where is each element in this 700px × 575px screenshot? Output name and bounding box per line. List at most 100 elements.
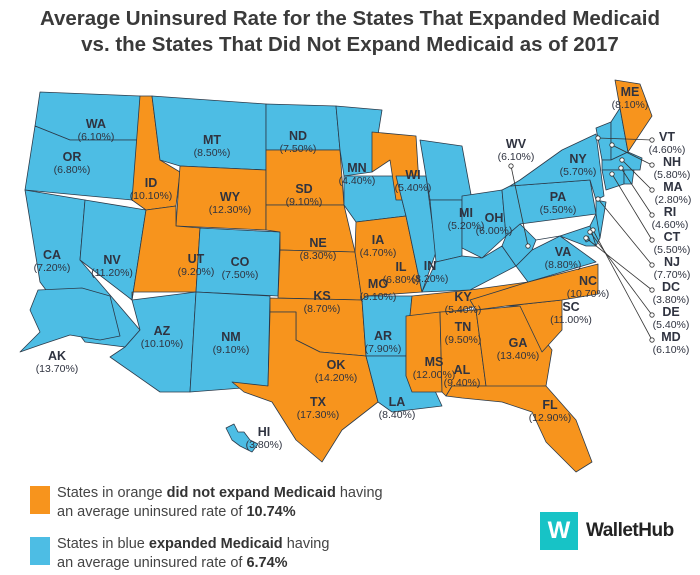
state-label-dc: DC(3.80%) bbox=[653, 280, 690, 306]
state-rate: (10.10%) bbox=[130, 190, 173, 202]
state-abbr: CA bbox=[43, 248, 61, 262]
state-label-or: OR(6.80%) bbox=[54, 150, 91, 176]
state-label-md: MD(6.10%) bbox=[653, 330, 690, 356]
logo-name: WalletHub bbox=[586, 520, 674, 541]
state-abbr: WI bbox=[405, 168, 420, 182]
state-label-pa: PA(5.50%) bbox=[540, 190, 577, 216]
title-line-1: Average Uninsured Rate for the States Th… bbox=[39, 7, 661, 30]
leader-dot bbox=[609, 142, 615, 148]
leader-dot bbox=[649, 262, 655, 268]
leader-dot bbox=[649, 312, 655, 318]
state-abbr: DC bbox=[662, 280, 680, 294]
state-rate: (17.30%) bbox=[297, 409, 340, 421]
legend-not-expanded-text: States in orange did not expand Medicaid… bbox=[57, 485, 383, 520]
state-abbr: DE bbox=[662, 305, 679, 319]
state-rate: (8.50%) bbox=[194, 147, 231, 159]
state-mn bbox=[335, 105, 383, 177]
leader-line-nj bbox=[597, 198, 653, 266]
leader-line-nh bbox=[611, 144, 653, 166]
state-label-wy: WY(12.30%) bbox=[209, 190, 252, 216]
state-label-ri: RI(4.60%) bbox=[652, 205, 689, 231]
state-label-ok: OK(14.20%) bbox=[315, 358, 358, 384]
state-tx bbox=[231, 311, 379, 463]
state-abbr: WA bbox=[86, 117, 106, 131]
state-abbr: LA bbox=[389, 395, 406, 409]
state-label-nm: NM(9.10%) bbox=[213, 330, 250, 356]
leader-line-md bbox=[592, 229, 653, 341]
state-rate: (7.20%) bbox=[34, 262, 71, 274]
state-abbr: IA bbox=[372, 233, 385, 247]
state-label-va: VA(8.80%) bbox=[545, 245, 582, 271]
state-abbr: MT bbox=[203, 133, 221, 147]
leader-dot bbox=[649, 337, 655, 343]
state-abbr: MD bbox=[661, 330, 680, 344]
state-label-nj: NJ(7.70%) bbox=[654, 255, 691, 281]
state-il bbox=[395, 175, 437, 293]
state-rate: (5.40%) bbox=[653, 319, 690, 331]
state-abbr: AK bbox=[48, 349, 66, 363]
state-rate: (5.70%) bbox=[560, 166, 597, 178]
state-abbr: AZ bbox=[154, 324, 171, 338]
state-abbr: CO bbox=[231, 255, 250, 269]
state-label-ky: KY(5.40%) bbox=[445, 290, 482, 316]
state-rate: (6.10%) bbox=[498, 151, 535, 163]
state-rate: (6.80%) bbox=[383, 274, 420, 286]
leader-dot bbox=[508, 163, 514, 169]
state-rate: (12.30%) bbox=[209, 204, 252, 216]
state-label-tx: TX(17.30%) bbox=[297, 395, 340, 421]
state-abbr: GA bbox=[509, 336, 528, 350]
state-abbr: TN bbox=[455, 320, 472, 334]
state-abbr: NV bbox=[103, 253, 121, 267]
state-rate: (5.80%) bbox=[654, 169, 691, 181]
state-rate: (4.70%) bbox=[360, 247, 397, 259]
leader-line-ma bbox=[621, 159, 653, 191]
state-rate: (8.30%) bbox=[300, 250, 337, 262]
state-rate: (6.10%) bbox=[653, 344, 690, 356]
orange-swatch bbox=[30, 486, 50, 514]
leader-dot bbox=[649, 212, 655, 218]
state-rate: (5.50%) bbox=[540, 204, 577, 216]
state-rate: (6.80%) bbox=[54, 164, 91, 176]
state-abbr: NH bbox=[663, 155, 681, 169]
state-abbr: OK bbox=[327, 358, 346, 372]
state-rate: (9.10%) bbox=[213, 344, 250, 356]
state-label-ak: AK(13.70%) bbox=[36, 349, 79, 375]
state-abbr: MA bbox=[663, 180, 682, 194]
state-label-fl: FL(12.90%) bbox=[529, 398, 572, 424]
state-ri bbox=[623, 169, 635, 185]
state-abbr: VA bbox=[555, 245, 571, 259]
state-ak bbox=[19, 287, 121, 353]
state-rate: (8.70%) bbox=[304, 303, 341, 315]
state-label-ms: MS(12.00%) bbox=[413, 355, 456, 381]
leader-dot bbox=[649, 162, 655, 168]
state-rate: (9.10%) bbox=[286, 196, 323, 208]
state-rate: (7.50%) bbox=[222, 269, 259, 281]
state-abbr: ID bbox=[145, 176, 158, 190]
state-abbr: ME bbox=[621, 85, 640, 99]
leader-dot bbox=[649, 187, 655, 193]
state-label-mt: MT(8.50%) bbox=[194, 133, 231, 159]
state-abbr: OH bbox=[485, 211, 504, 225]
state-abbr: PA bbox=[550, 190, 566, 204]
wallethub-logo: W WalletHub bbox=[540, 512, 674, 550]
state-abbr: NY bbox=[569, 152, 587, 166]
state-abbr: HI bbox=[258, 425, 271, 439]
leader-line-de bbox=[589, 231, 653, 316]
state-label-me: ME(8.10%) bbox=[612, 85, 649, 111]
state-rate: (8.80%) bbox=[545, 259, 582, 271]
state-nc bbox=[469, 263, 599, 311]
leader-dot bbox=[595, 196, 601, 202]
state-abbr: NJ bbox=[664, 255, 680, 269]
state-label-al: AL(9.40%) bbox=[444, 363, 481, 389]
state-abbr: WY bbox=[220, 190, 241, 204]
state-rate: (12.90%) bbox=[529, 412, 572, 424]
state-rate: (13.40%) bbox=[497, 350, 540, 362]
state-abbr: MO bbox=[368, 277, 388, 291]
state-rate: (11.20%) bbox=[91, 267, 133, 279]
state-rate: (8.20%) bbox=[412, 273, 449, 285]
state-abbr: SD bbox=[295, 182, 312, 196]
state-abbr: NC bbox=[579, 274, 597, 288]
state-abbr: CT bbox=[664, 230, 681, 244]
state-oh bbox=[461, 189, 507, 259]
state-abbr: AR bbox=[374, 329, 392, 343]
